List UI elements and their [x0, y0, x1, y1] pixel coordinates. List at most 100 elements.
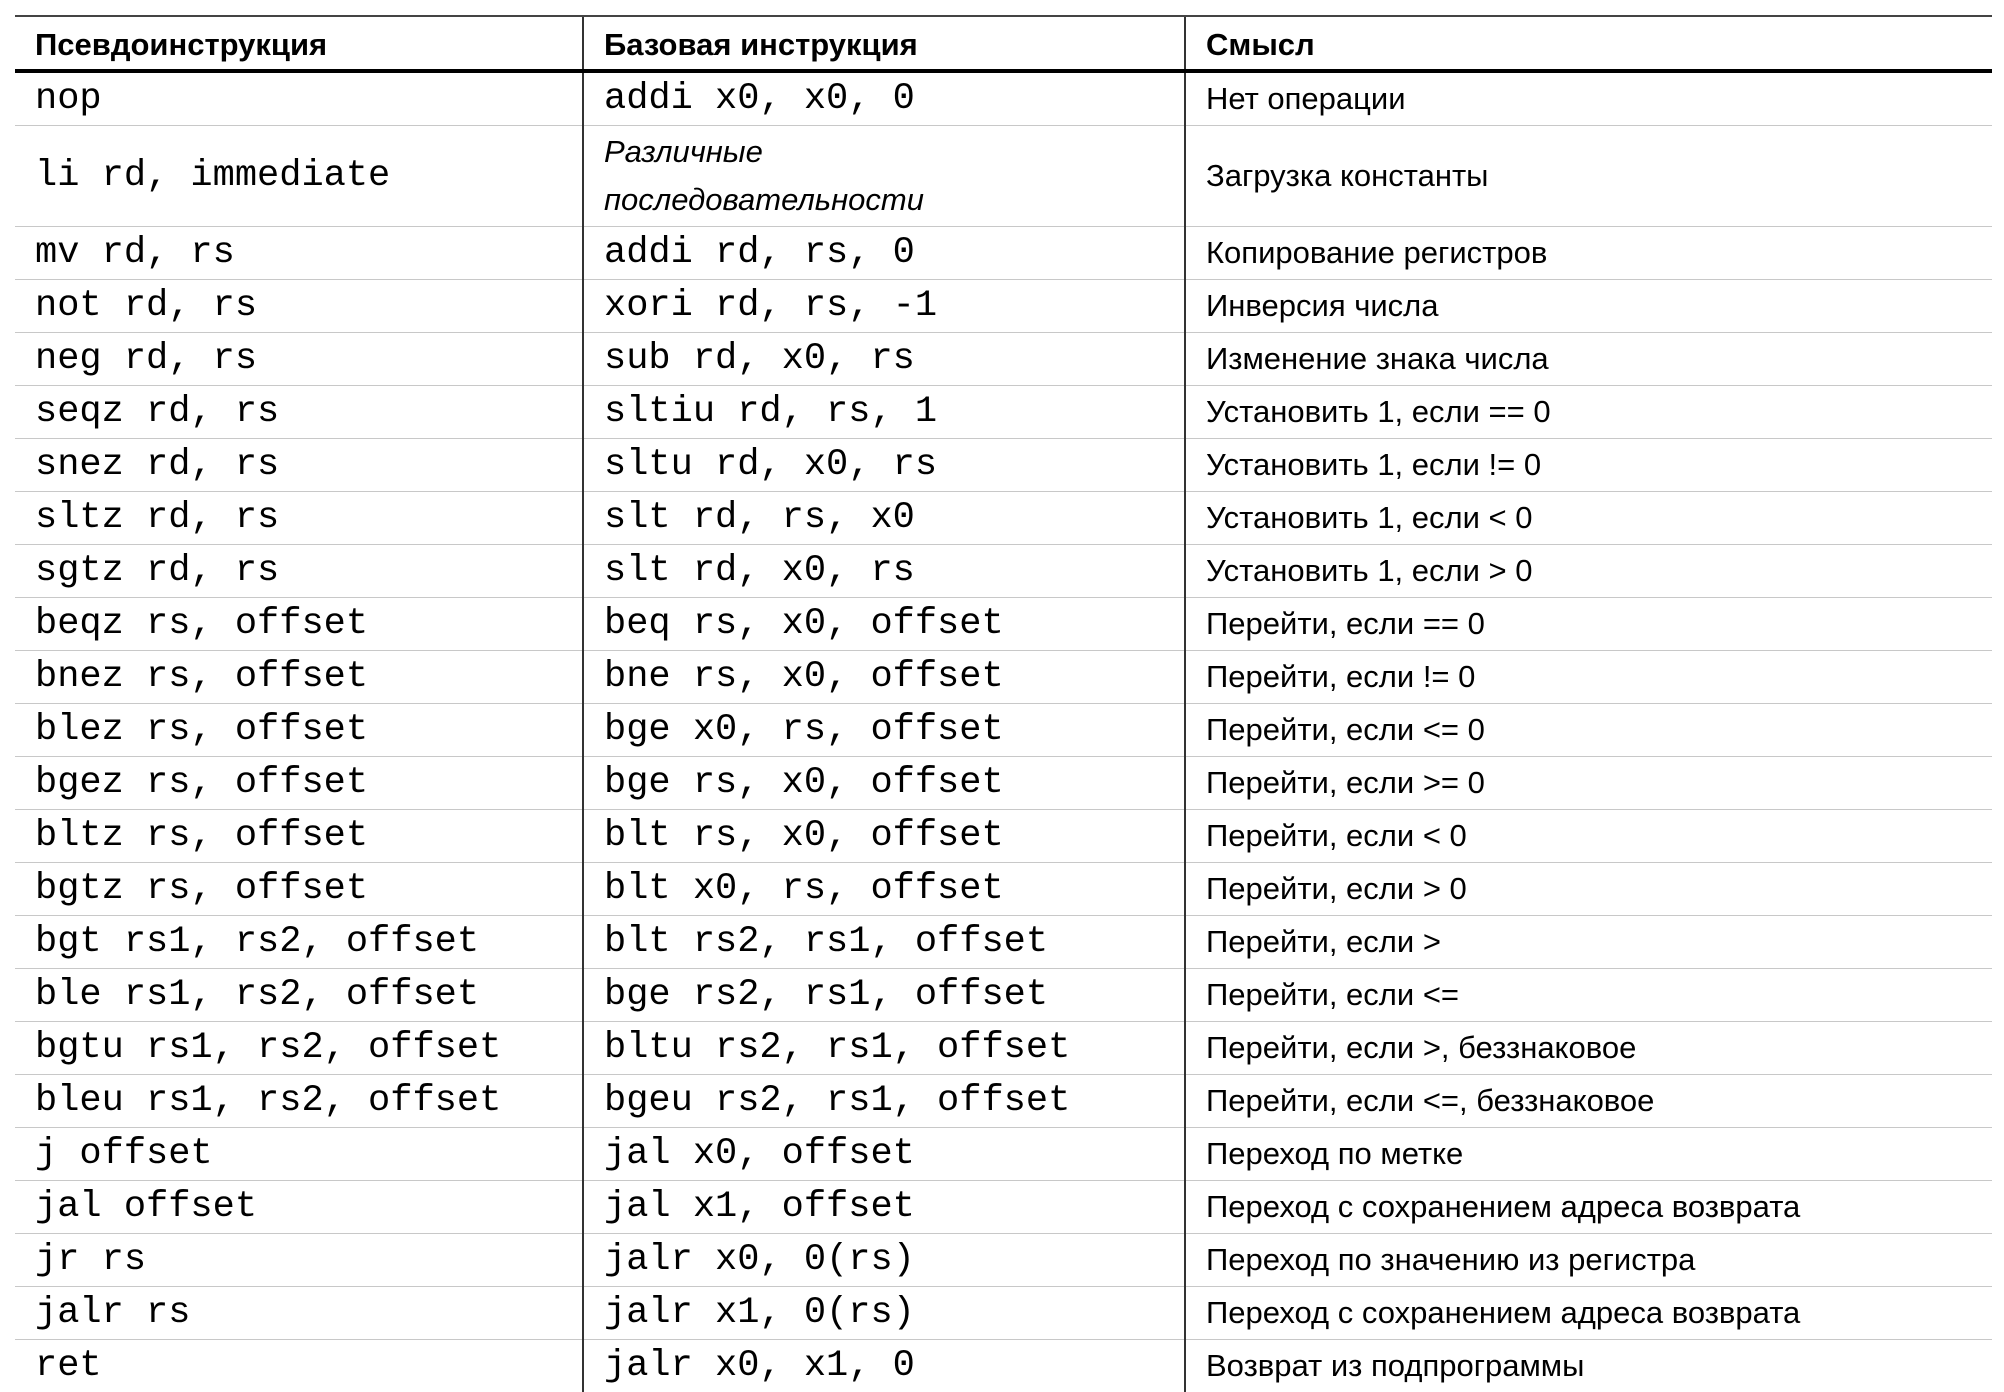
description-cell: Инверсия числа: [1185, 280, 1992, 333]
instruction-cell: blt x0, rs, offset: [583, 863, 1185, 916]
instruction-cell: bne rs, x0, offset: [583, 651, 1185, 704]
column-header: Смысл: [1185, 16, 1992, 71]
instruction-cell: not rd, rs: [15, 280, 583, 333]
description-cell: Возврат из подпрограммы: [1185, 1340, 1992, 1392]
description-cell: Переход с сохранением адреса возврата: [1185, 1287, 1992, 1340]
description-cell: Переход по значению из регистра: [1185, 1234, 1992, 1287]
instruction-cell: bgtu rs1, rs2, offset: [15, 1022, 583, 1075]
instruction-cell: li rd, immediate: [15, 126, 583, 227]
instruction-cell: jalr x1, 0(rs): [583, 1287, 1185, 1340]
description-cell: Перейти, если <=: [1185, 969, 1992, 1022]
instruction-cell: blt rs2, rs1, offset: [583, 916, 1185, 969]
description-cell: Изменение знака числа: [1185, 333, 1992, 386]
instruction-cell: xori rd, rs, -1: [583, 280, 1185, 333]
column-header: Псевдоинструкция: [15, 16, 583, 71]
instruction-cell: bleu rs1, rs2, offset: [15, 1075, 583, 1128]
description-cell: Установить 1, если < 0: [1185, 492, 1992, 545]
description-cell: Установить 1, если != 0: [1185, 439, 1992, 492]
instruction-cell: jalr x0, 0(rs): [583, 1234, 1185, 1287]
instruction-cell: sub rd, x0, rs: [583, 333, 1185, 386]
cell-text: Различные последовательности: [604, 128, 984, 224]
description-cell: Перейти, если >: [1185, 916, 1992, 969]
instruction-cell: j offset: [15, 1128, 583, 1181]
instruction-cell: jal x0, offset: [583, 1128, 1185, 1181]
instruction-cell: addi rd, rs, 0: [583, 227, 1185, 280]
instruction-cell: beq rs, x0, offset: [583, 598, 1185, 651]
instruction-cell: slt rd, x0, rs: [583, 545, 1185, 598]
instruction-cell: ret: [15, 1340, 583, 1392]
instruction-cell: bgtz rs, offset: [15, 863, 583, 916]
instruction-cell: beqz rs, offset: [15, 598, 583, 651]
description-cell: Переход по метке: [1185, 1128, 1992, 1181]
description-cell: Загрузка константы: [1185, 126, 1992, 227]
instruction-cell: bgez rs, offset: [15, 757, 583, 810]
column-header: Базовая инструкция: [583, 16, 1185, 71]
instruction-cell: jr rs: [15, 1234, 583, 1287]
description-cell: Нет операции: [1185, 71, 1992, 126]
description-cell: Копирование регистров: [1185, 227, 1992, 280]
instruction-cell: jal x1, offset: [583, 1181, 1185, 1234]
instruction-cell: bgeu rs2, rs1, offset: [583, 1075, 1185, 1128]
description-cell: Перейти, если > 0: [1185, 863, 1992, 916]
instruction-cell: sltiu rd, rs, 1: [583, 386, 1185, 439]
instruction-cell: jalr x0, x1, 0: [583, 1340, 1185, 1392]
instruction-cell: sgtz rd, rs: [15, 545, 583, 598]
instruction-cell: bnez rs, offset: [15, 651, 583, 704]
instruction-cell: bge rs, x0, offset: [583, 757, 1185, 810]
description-cell: Перейти, если >= 0: [1185, 757, 1992, 810]
instruction-cell: Различные последовательности: [583, 126, 1185, 227]
instruction-cell: seqz rd, rs: [15, 386, 583, 439]
instruction-cell: bltz rs, offset: [15, 810, 583, 863]
instruction-cell: snez rd, rs: [15, 439, 583, 492]
instruction-cell: blt rs, x0, offset: [583, 810, 1185, 863]
instruction-cell: sltz rd, rs: [15, 492, 583, 545]
description-cell: Перейти, если <= 0: [1185, 704, 1992, 757]
description-cell: Переход с сохранением адреса возврата: [1185, 1181, 1992, 1234]
instruction-cell: blez rs, offset: [15, 704, 583, 757]
instruction-cell: bge x0, rs, offset: [583, 704, 1185, 757]
instruction-cell: mv rd, rs: [15, 227, 583, 280]
instruction-cell: jalr rs: [15, 1287, 583, 1340]
description-cell: Перейти, если >, беззнаковое: [1185, 1022, 1992, 1075]
instruction-cell: nop: [15, 71, 583, 126]
description-cell: Установить 1, если > 0: [1185, 545, 1992, 598]
description-cell: Перейти, если < 0: [1185, 810, 1992, 863]
instruction-cell: jal offset: [15, 1181, 583, 1234]
instruction-cell: bge rs2, rs1, offset: [583, 969, 1185, 1022]
description-cell: Установить 1, если == 0: [1185, 386, 1992, 439]
instruction-cell: addi x0, x0, 0: [583, 71, 1185, 126]
description-cell: Перейти, если != 0: [1185, 651, 1992, 704]
instruction-cell: bgt rs1, rs2, offset: [15, 916, 583, 969]
instruction-cell: bltu rs2, rs1, offset: [583, 1022, 1185, 1075]
instruction-cell: sltu rd, x0, rs: [583, 439, 1185, 492]
instruction-cell: slt rd, rs, x0: [583, 492, 1185, 545]
instruction-cell: neg rd, rs: [15, 333, 583, 386]
description-cell: Перейти, если <=, беззнаковое: [1185, 1075, 1992, 1128]
description-cell: Перейти, если == 0: [1185, 598, 1992, 651]
